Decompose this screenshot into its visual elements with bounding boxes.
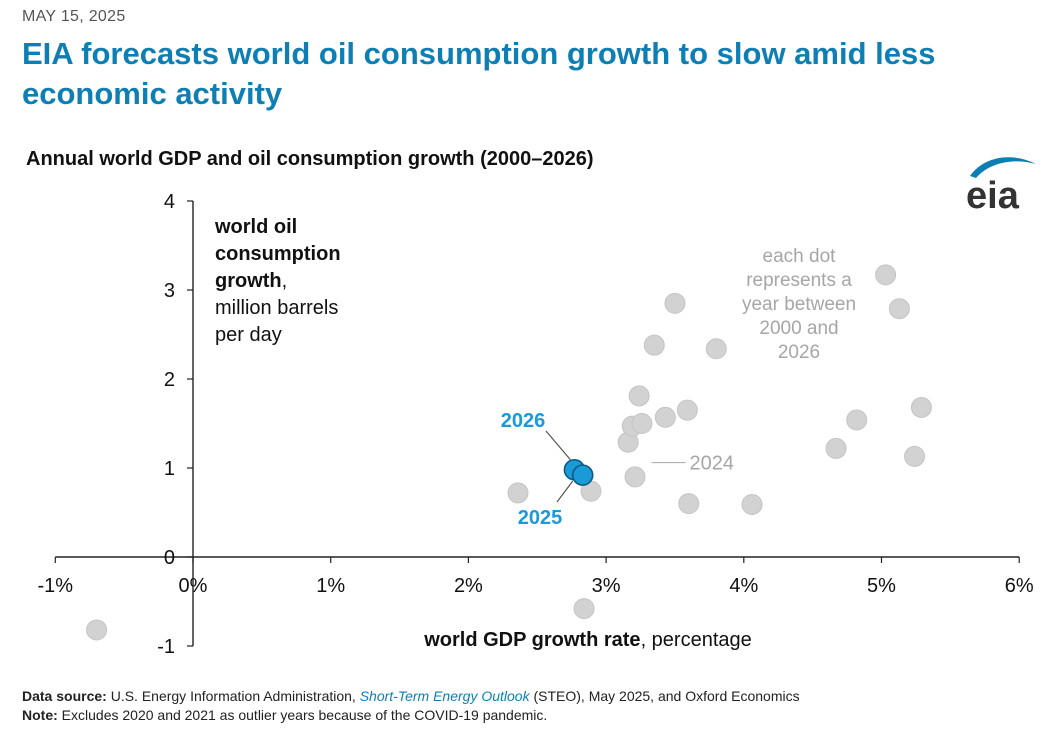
x-tick-label: 5%	[867, 575, 896, 597]
data-point	[86, 619, 108, 641]
y-tick-label: 0	[164, 547, 175, 569]
data-point	[904, 445, 926, 467]
x-tick-label: 2%	[454, 575, 483, 597]
x-axis-label-rest: , percentage	[641, 629, 752, 651]
publication-date: MAY 15, 2025	[22, 8, 126, 25]
logo-text: eia	[966, 175, 1020, 216]
annotation-2024: 2024	[690, 453, 735, 475]
note-line: Note: Excludes 2020 and 2021 as outlier …	[22, 707, 547, 723]
x-tick-label: -1%	[38, 575, 74, 597]
data-point	[628, 385, 650, 407]
label-2025: 2025	[518, 507, 563, 529]
data-point	[825, 437, 847, 459]
x-tick-label: 3%	[592, 575, 621, 597]
leader-2025	[556, 480, 574, 503]
y-axis-label-line: per day	[215, 324, 282, 346]
steo-link[interactable]: Short-Term Energy Outlook	[359, 688, 530, 704]
y-axis-label-line: consumption	[215, 243, 341, 265]
data-point	[631, 413, 653, 434]
data-point	[507, 482, 529, 504]
note-label: Note:	[22, 707, 58, 723]
logo-swoosh	[970, 157, 1036, 178]
data-point	[643, 334, 665, 356]
eia-logo: eia	[966, 157, 1036, 216]
highlight-point-2025	[571, 464, 594, 486]
data-source-label: Data source:	[22, 688, 107, 704]
annotation-note-line: each dot	[763, 246, 837, 267]
y-tick-label: 2	[164, 369, 175, 391]
data-point	[705, 338, 727, 360]
y-axis-label-line: world oil	[214, 216, 297, 238]
data-point	[910, 396, 932, 418]
data-point	[741, 493, 763, 515]
data-source-text: U.S. Energy Information Administration,	[106, 688, 360, 704]
annotation-note-line: year between	[742, 294, 856, 315]
chart-title: Annual world GDP and oil consumption gro…	[26, 148, 594, 170]
data-point	[678, 493, 700, 515]
data-source-text-end: (STEO), May 2025, and Oxford Economics	[529, 688, 800, 704]
x-tick-label: 6%	[1005, 575, 1034, 597]
data-point	[888, 298, 910, 320]
data-point	[624, 466, 646, 488]
y-axis-label-line: growth,	[215, 270, 287, 292]
label-2026: 2026	[501, 410, 546, 432]
data-point	[573, 598, 595, 620]
x-tick-label: 0%	[179, 575, 208, 597]
data-source-line: Data source: U.S. Energy Information Adm…	[22, 688, 800, 704]
x-tick-label: 4%	[729, 575, 758, 597]
data-point	[846, 409, 868, 431]
x-axis-label-bold: world GDP growth rate	[423, 629, 640, 651]
y-axis-label-suffix: ,	[282, 270, 288, 292]
note-text: Excludes 2020 and 2021 as outlier years …	[57, 707, 548, 723]
data-point	[875, 264, 897, 286]
y-tick-label: 4	[164, 191, 175, 213]
x-tick-label: 1%	[316, 575, 345, 597]
leader-2026	[545, 430, 571, 461]
annotation-note-line: represents a	[746, 270, 852, 291]
page-title: EIA forecasts world oil consumption grow…	[22, 36, 936, 111]
data-point	[654, 406, 676, 428]
x-axis-label: world GDP growth rate, percentage	[423, 629, 752, 651]
data-point	[676, 399, 698, 421]
y-tick-label: 1	[164, 458, 175, 480]
y-tick-label: 3	[164, 280, 175, 302]
y-tick-label: -1	[157, 636, 175, 658]
data-point	[664, 292, 686, 314]
annotation-note-line: 2026	[778, 342, 820, 363]
y-axis-label-line: million barrels	[215, 297, 338, 319]
annotation-note-line: 2000 and	[759, 318, 838, 339]
